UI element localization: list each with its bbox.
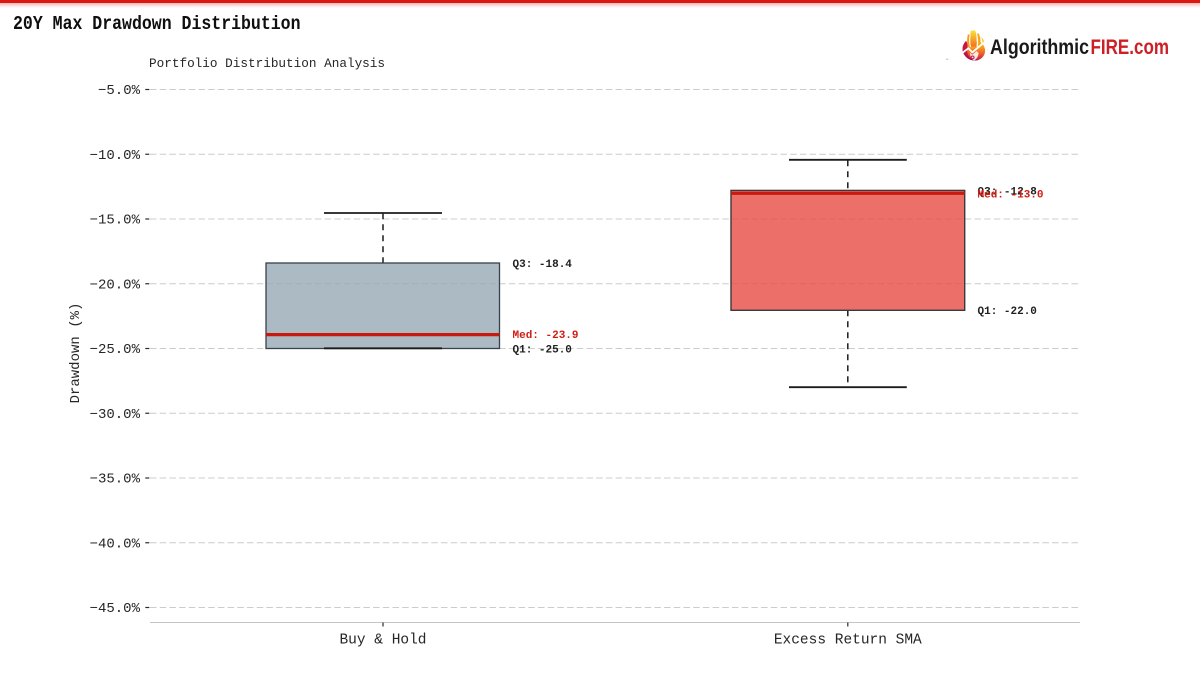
svg-text:−30.0%: −30.0%	[90, 407, 141, 423]
svg-text:Med: -13.0: Med: -13.0	[978, 190, 1044, 202]
svg-text:Q3: -18.4: Q3: -18.4	[513, 259, 573, 271]
svg-text:−25.0%: −25.0%	[90, 342, 141, 358]
svg-text:−35.0%: −35.0%	[90, 472, 141, 488]
svg-text:Q1: -22.0: Q1: -22.0	[978, 306, 1037, 318]
svg-text:Drawdown (%): Drawdown (%)	[68, 303, 84, 404]
svg-text:−10.0%: −10.0%	[90, 148, 141, 164]
svg-text:FIRE.com: FIRE.com	[1091, 35, 1170, 59]
svg-text:−15.0%: −15.0%	[90, 213, 141, 229]
svg-text:Q1: -25.0: Q1: -25.0	[513, 344, 572, 356]
svg-text:Excess Return SMA: Excess Return SMA	[774, 633, 922, 649]
svg-text:−40.0%: −40.0%	[90, 536, 141, 552]
svg-text:Algorithmic: Algorithmic	[990, 35, 1089, 59]
svg-text:−5.0%: −5.0%	[98, 83, 141, 99]
svg-text:Q3: -12.8: Q3: -12.8	[978, 186, 1038, 198]
svg-text:20Y Max Drawdown Distribution: 20Y Max Drawdown Distribution	[13, 13, 301, 35]
svg-text:Med: -23.9: Med: -23.9	[513, 330, 579, 342]
svg-text:−45.0%: −45.0%	[90, 601, 141, 617]
svg-text:Portfolio Distribution Analysi: Portfolio Distribution Analysis	[149, 56, 385, 71]
svg-text:Buy & Hold: Buy & Hold	[339, 633, 426, 649]
svg-text:−20.0%: −20.0%	[90, 277, 141, 293]
